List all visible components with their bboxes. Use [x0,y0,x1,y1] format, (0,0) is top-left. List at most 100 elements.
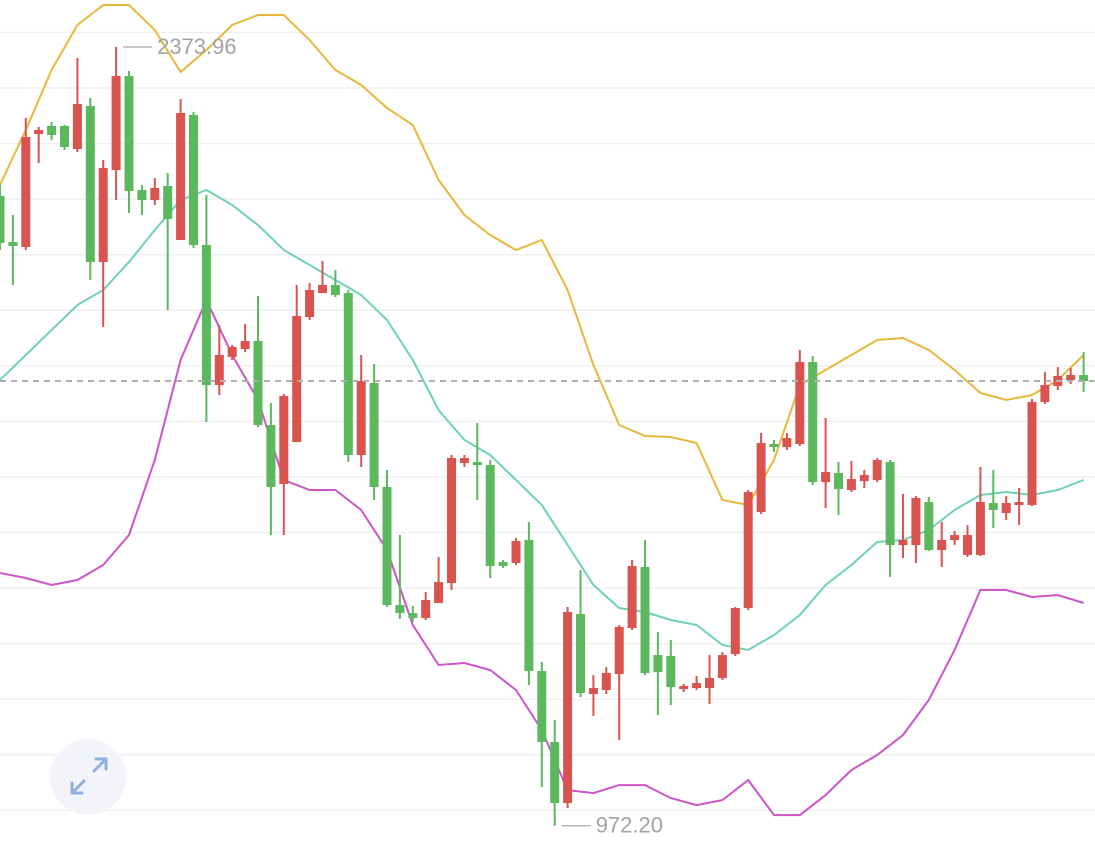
candle [834,462,843,516]
candle-body [795,362,805,445]
candle-body [72,104,82,150]
candle-body [253,341,263,426]
candle-body [356,381,366,456]
candle [150,178,160,206]
candle [588,675,598,717]
candle [47,122,57,141]
candle-body [447,458,456,584]
candle-body [576,614,585,694]
candle [98,160,108,328]
candle-body [343,293,353,456]
candle-body [1040,385,1050,403]
candle [821,418,831,509]
expand-button-bg[interactable] [50,739,126,815]
candle-body [782,438,792,448]
candle [898,494,908,559]
candle [266,403,276,536]
candle-body [98,168,108,263]
candle-body [227,347,237,358]
candle-body [408,613,418,619]
candle-body [692,683,702,689]
candle [472,423,482,501]
candle [692,676,702,691]
candle-body [382,487,392,606]
candle [846,461,856,493]
candle-body [330,285,340,296]
candle [124,71,134,214]
candle [369,364,379,501]
candle-body [653,655,663,673]
candles [0,46,1095,826]
candle-body [421,600,431,619]
candle-body [859,475,869,482]
candle-body [1014,502,1024,506]
candle [756,433,766,515]
candle [666,640,676,706]
candle-body [743,492,753,609]
candle-body [846,479,856,491]
candle [717,652,727,681]
candle-body [498,562,508,567]
candle-body [730,608,740,655]
candle [705,655,714,705]
candle-body [988,503,998,511]
candle [330,270,340,298]
candle [279,394,289,536]
candle-body [1066,375,1076,381]
candle-body [601,673,611,691]
candle [950,531,960,546]
candle-body [937,540,947,551]
candle [72,58,82,153]
candle-body [898,540,908,546]
candle-body [588,688,598,695]
candle-body [924,502,934,551]
candle [911,496,921,564]
candle-body [834,473,843,490]
candle-body [201,245,211,386]
candle-body [808,362,818,483]
candle-body [124,76,134,192]
candle [963,525,972,558]
candle-body [872,460,882,481]
candle [395,535,405,620]
candle [201,195,211,423]
candle [240,324,250,353]
candle [498,560,508,569]
candle-body [60,126,69,148]
candle-body [1079,375,1089,382]
candle [730,607,740,657]
candle-body [537,671,547,743]
candle [872,458,882,483]
candle [85,98,95,281]
candle-body [756,443,766,513]
candle [111,46,121,201]
candle [305,283,315,321]
candle [511,538,521,566]
candle-body [47,126,57,136]
candle-body [666,656,676,688]
candle [434,557,444,604]
candle [614,625,624,741]
candle-body [434,582,444,604]
candle [163,173,173,311]
candle [318,261,327,294]
candle-body [150,188,160,201]
candle-body [85,106,95,263]
candle-body [21,137,31,248]
candle-body [369,383,379,488]
candle [563,607,573,809]
candle [679,684,689,693]
candle-body [305,290,315,318]
candle [782,433,792,451]
expand-button[interactable] [50,739,126,815]
candle [34,126,44,164]
candle [924,497,934,552]
candle [421,592,431,621]
candle [343,290,353,463]
candle [743,490,753,611]
expand-icon[interactable] [70,757,108,795]
candle-body [821,472,831,483]
candle [524,522,534,686]
